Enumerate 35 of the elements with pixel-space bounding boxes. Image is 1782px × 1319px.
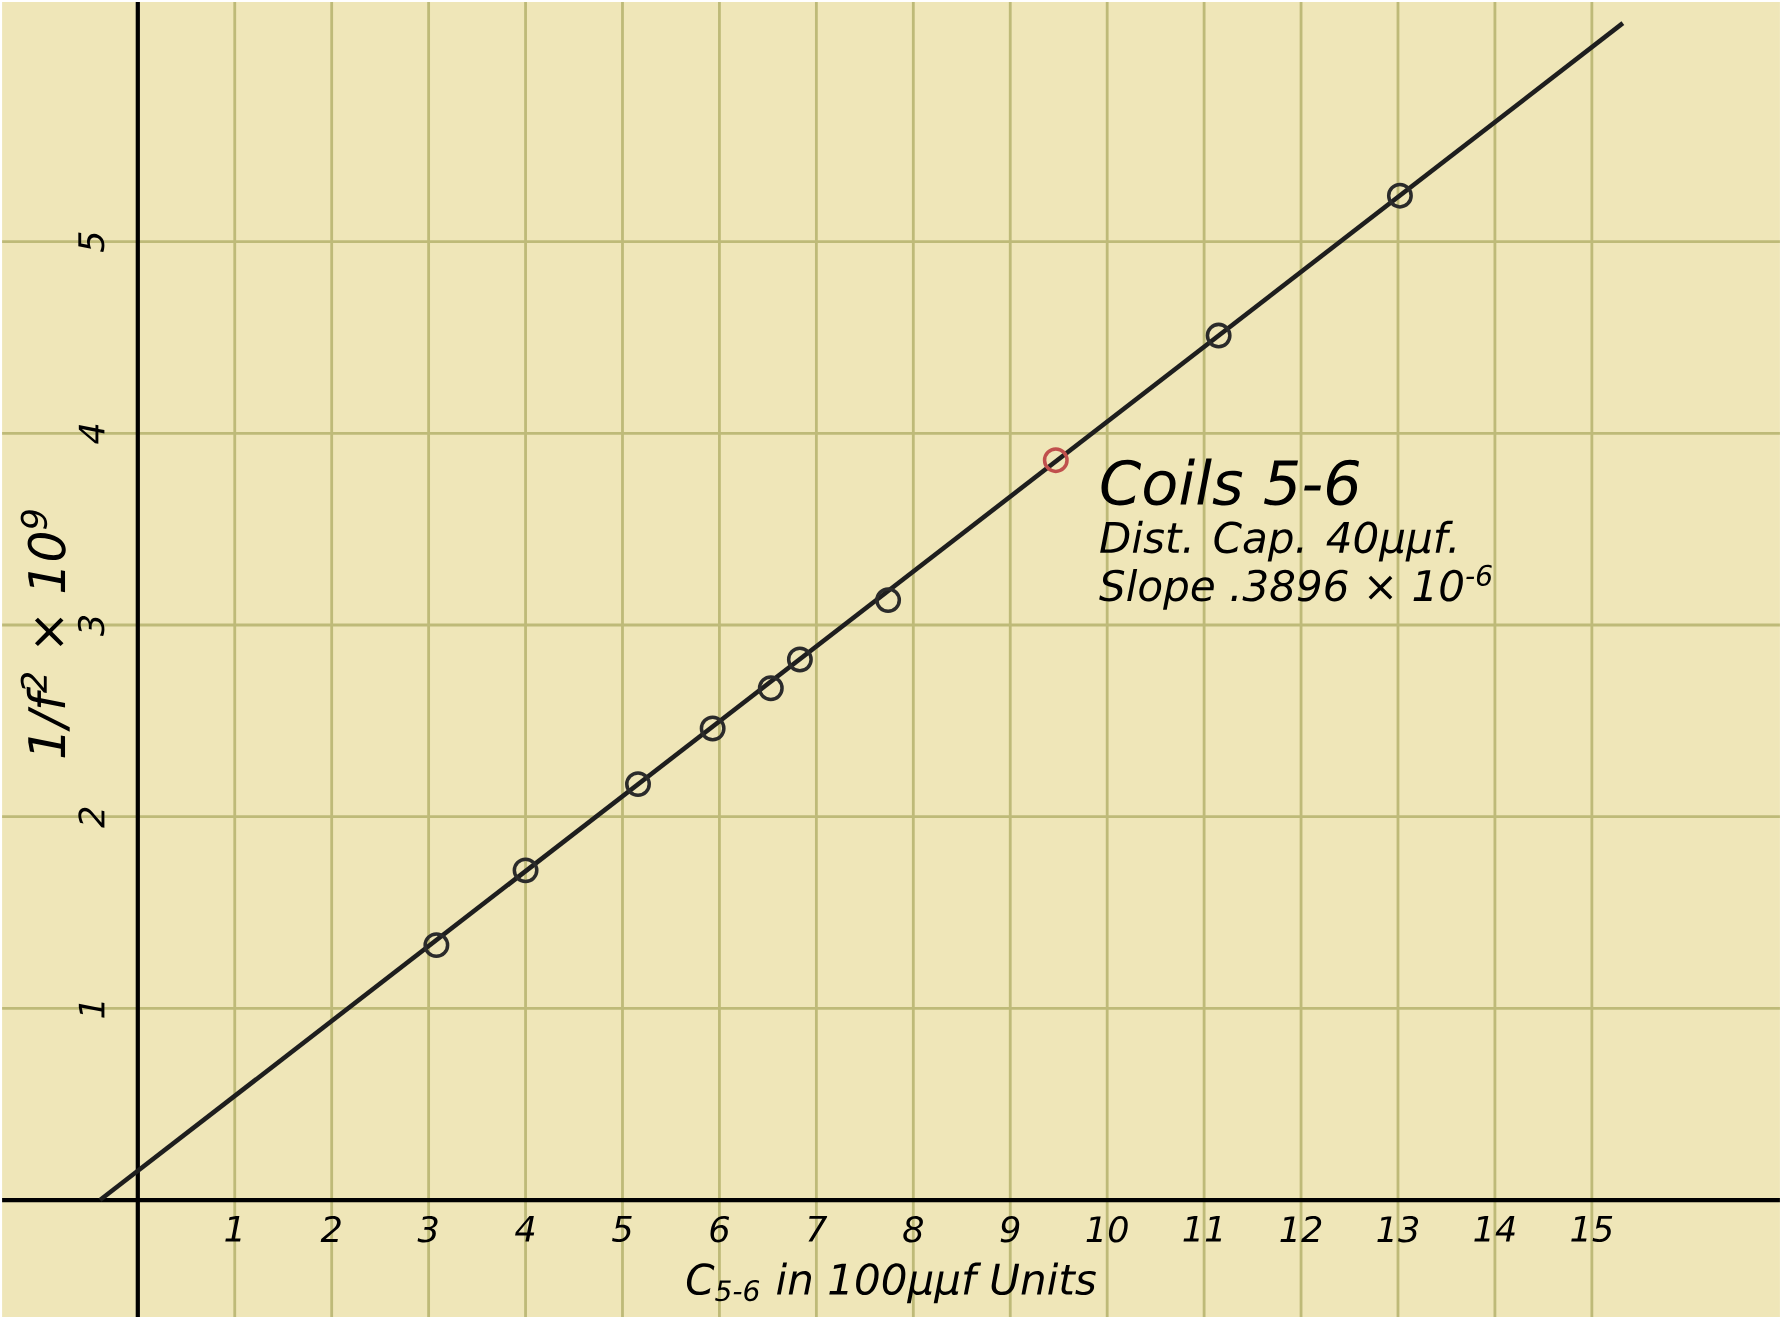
x-tick-label: 8 (903, 1215, 923, 1243)
x-axis-title: C$_{5-6}$ in 100μμf Units (686, 1262, 1096, 1304)
x-tick-label: 6 (710, 1215, 730, 1243)
point (875, 587, 902, 614)
annotation: Slope .3896 × 10$^{-6}$ (1099, 564, 1492, 610)
y-tick-label: 5 (78, 232, 105, 253)
x-tick-label: 5 (612, 1215, 632, 1242)
x-tick-label: 2 (320, 1215, 341, 1242)
point (512, 857, 539, 884)
x-tick-label: 11 (1183, 1215, 1222, 1242)
y-tick-label: 2 (78, 807, 105, 828)
point (625, 771, 651, 798)
point (1386, 182, 1413, 209)
y-tick-label: 3 (77, 616, 105, 637)
x-tick-label: 15 (1571, 1215, 1613, 1242)
x-tick-label: 4 (515, 1215, 535, 1242)
annotation: Coils 5-6 (1101, 458, 1360, 506)
point (1042, 447, 1069, 474)
point (1205, 322, 1232, 349)
x-tick-label: 14 (1474, 1215, 1515, 1242)
x-tick-label: 13 (1377, 1215, 1419, 1243)
x-tick-label: 7 (808, 1215, 828, 1242)
y-tick-label: 1 (78, 1002, 105, 1018)
x-tick-label: 1 (225, 1215, 241, 1242)
x-tick-label: 10 (1086, 1215, 1128, 1243)
point (699, 715, 726, 742)
annotation: Dist. Cap. 40μμf. (1100, 520, 1455, 562)
x-tick-label: 3 (417, 1215, 438, 1243)
point (786, 646, 813, 673)
point (423, 932, 450, 959)
y-tick-label: 4 (78, 424, 105, 444)
y-axis-title: 1/f$^{2}$ × 10$^{9}$ (20, 510, 70, 758)
x-tick-label: 9 (1000, 1215, 1020, 1243)
point (757, 675, 784, 702)
x-tick-label: 12 (1280, 1215, 1322, 1242)
